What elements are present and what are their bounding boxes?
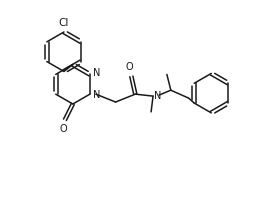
Text: N: N (93, 68, 100, 78)
Text: O: O (125, 62, 133, 73)
Text: N: N (93, 90, 100, 100)
Text: N: N (154, 91, 162, 101)
Text: Cl: Cl (59, 18, 69, 28)
Text: O: O (59, 124, 67, 134)
